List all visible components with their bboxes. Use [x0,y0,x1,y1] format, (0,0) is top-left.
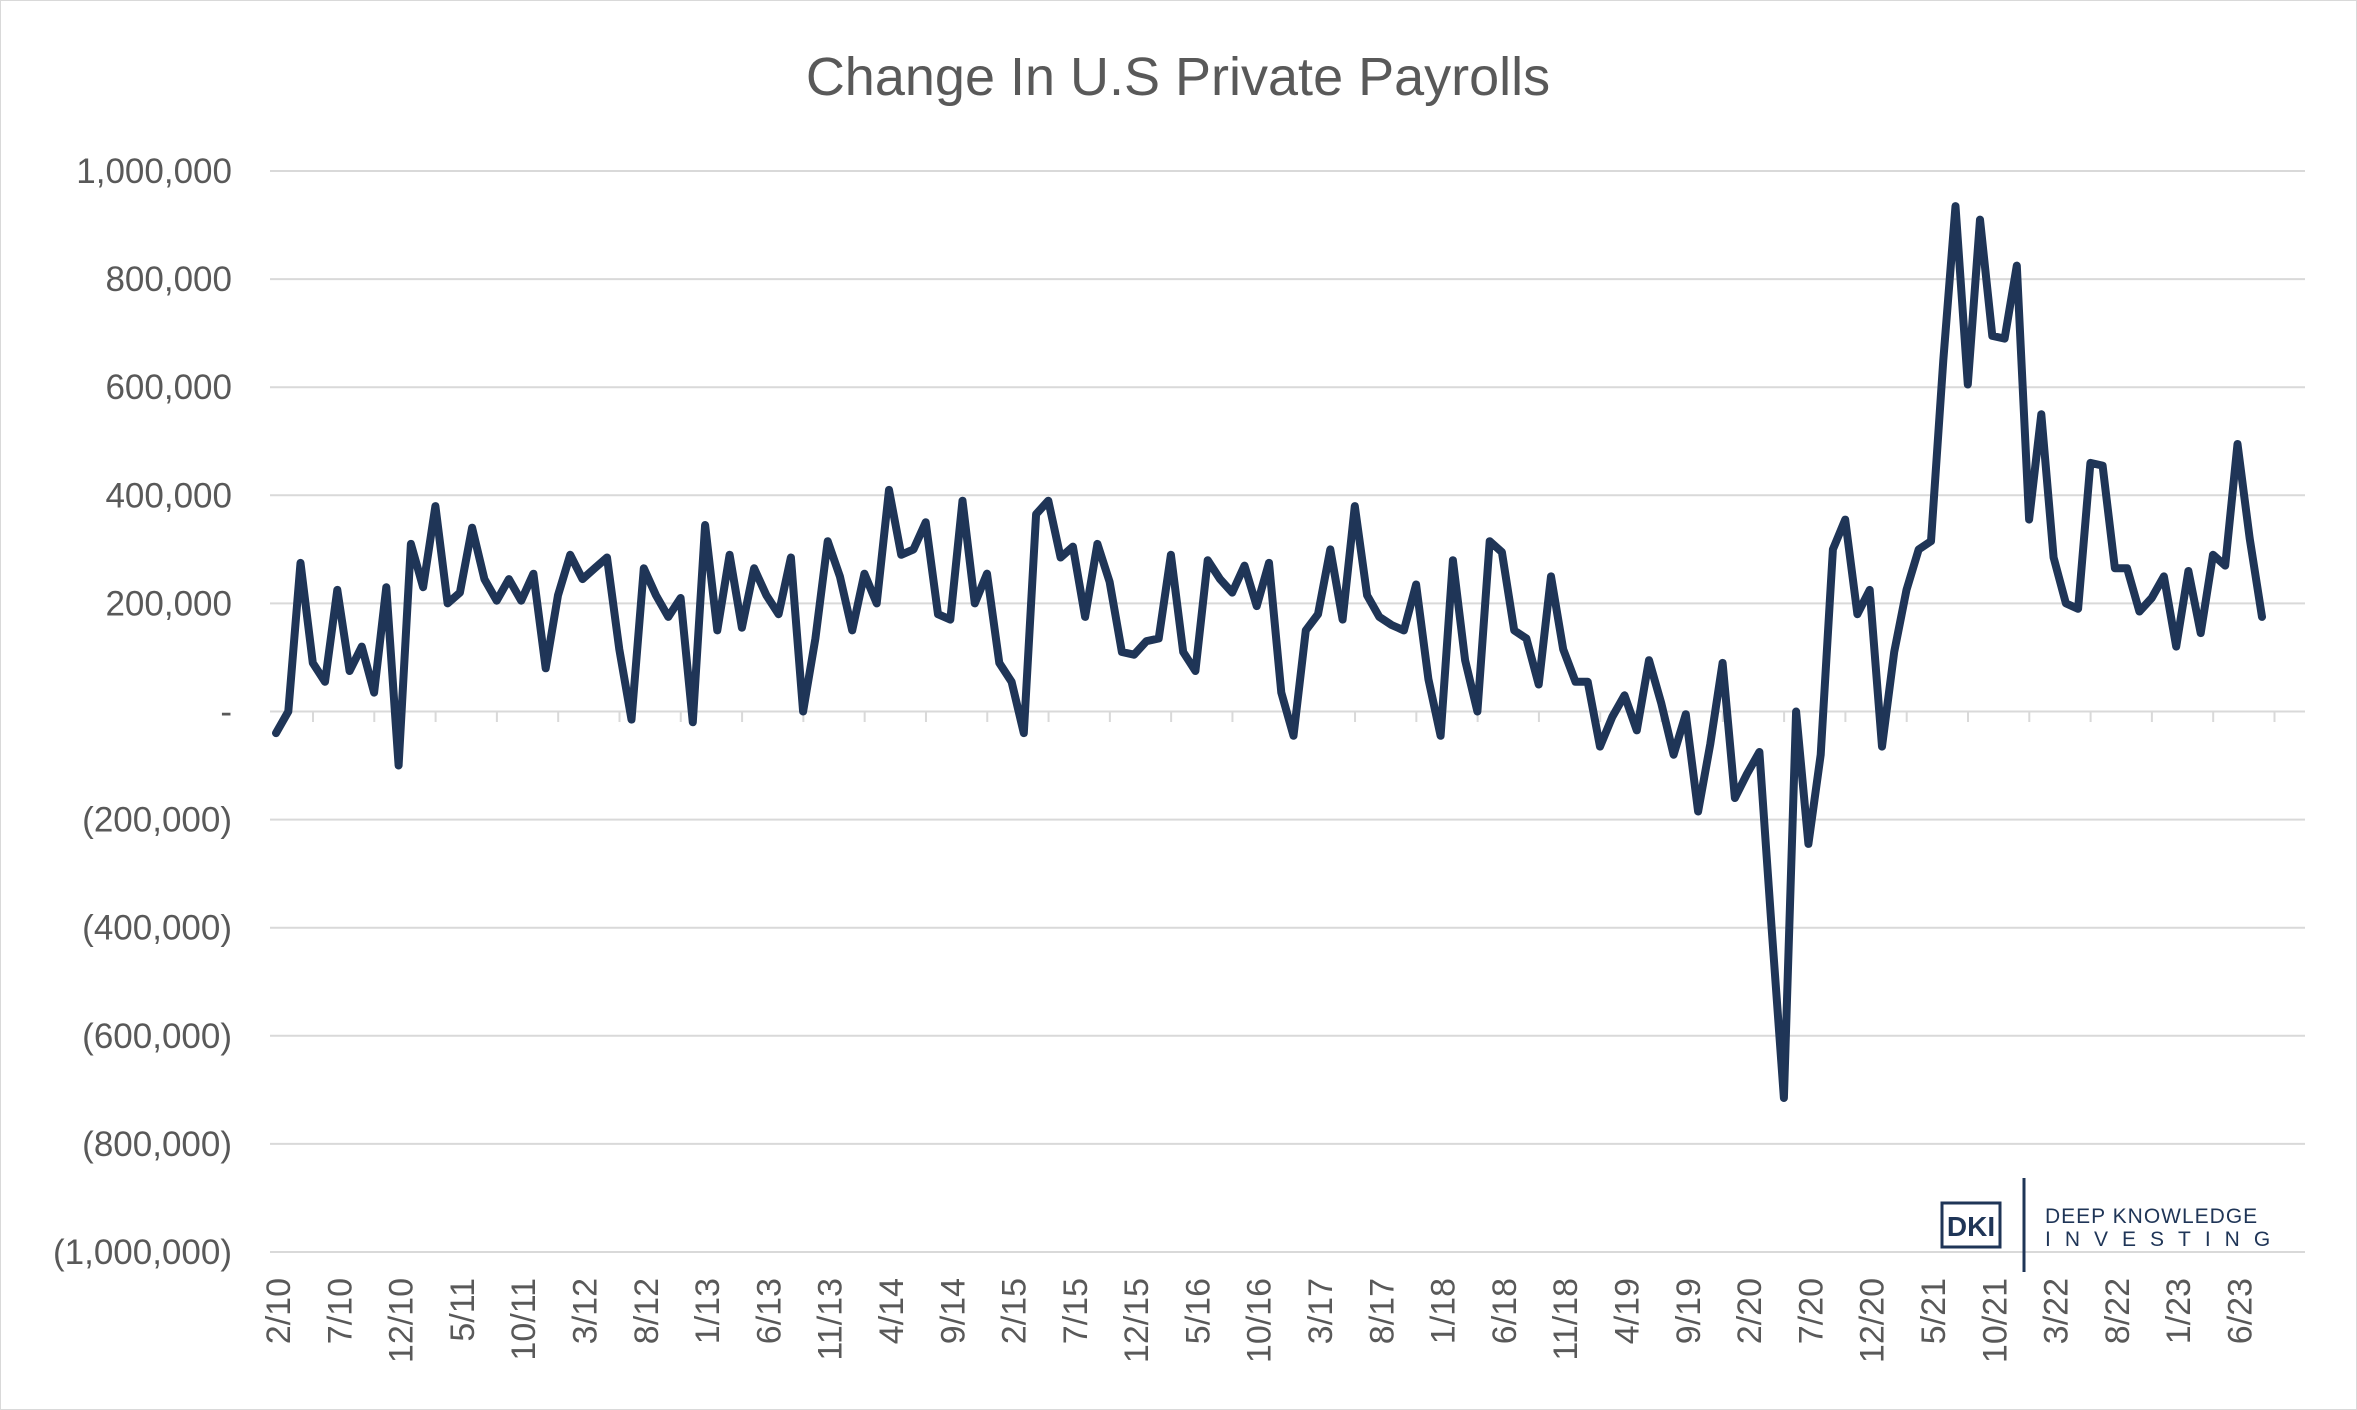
chart-title: Change In U.S Private Payrolls [806,47,1550,107]
series-layer [272,202,2266,1102]
x-tick-label: 1/23 [2160,1278,2198,1344]
logo-text-line2: INVESTING [2045,1228,2284,1251]
y-tick-label: 200,000 [105,584,232,623]
deep-knowledge-investing-logo: DKI DEEP KNOWLEDGE INVESTING [1940,1178,2284,1272]
x-tick-label: 11/18 [1547,1278,1585,1361]
x-tick-label: 9/14 [934,1278,972,1344]
x-tick-label: 4/19 [1609,1278,1647,1344]
y-axis-tick-labels: 1,000,000 800,000 600,000 400,000 200,000 - (2… [53,152,232,1272]
x-tick-label: 4/14 [873,1278,911,1344]
x-tick-label: 10/21 [1976,1278,2014,1363]
x-tick-label: 2/20 [1731,1278,1769,1344]
logo-mark: DKI [1947,1211,1995,1242]
y-tick-label: 600,000 [105,368,232,407]
x-tick-label: 2/10 [260,1278,298,1344]
x-tick-label: 8/12 [628,1278,666,1344]
y-tick-label: 400,000 [105,476,232,515]
x-tick-label: 12/15 [1118,1278,1156,1363]
x-tick-label: 7/15 [1057,1278,1095,1344]
x-tick-label: 5/11 [444,1278,482,1342]
x-tick-label: 5/16 [1179,1278,1217,1344]
x-tick-label: 8/17 [1363,1278,1401,1344]
x-tick-label: 1/13 [689,1278,727,1344]
x-tick-label: 6/13 [750,1278,788,1344]
y-tick-label: 1,000,000 [76,152,232,191]
y-tick-label: 800,000 [105,260,232,299]
x-tick-label: 11/13 [812,1278,850,1361]
x-tick-label: 8/22 [2099,1278,2137,1344]
x-tick-label: 7/10 [321,1278,359,1344]
x-tick-label: 2/15 [996,1278,1034,1344]
y-tick-label: (400,000) [82,909,232,948]
y-tick-label: (200,000) [82,801,232,840]
x-tick-label: 1/18 [1425,1278,1463,1344]
x-tick-label: 9/19 [1670,1278,1708,1344]
x-tick-label: 12/20 [1854,1278,1892,1363]
logo-text-line1: DEEP KNOWLEDGE [2045,1205,2258,1228]
x-tick-label: 12/10 [383,1278,421,1363]
y-tick-label: - [220,693,232,732]
x-tick-label: 6/23 [2221,1278,2259,1344]
x-tick-label: 3/17 [1302,1278,1340,1344]
x-tick-label: 7/20 [1792,1278,1830,1344]
y-tick-label: (1,000,000) [53,1233,232,1272]
logo-box [1940,1201,2002,1249]
series-line-private-payrolls [272,202,2266,1102]
x-tick-label: 10/16 [1241,1278,1279,1363]
y-tick-label: (800,000) [82,1125,232,1164]
x-tick-label: 3/12 [566,1278,604,1344]
x-tick-label: 6/18 [1486,1278,1524,1344]
x-tick-label: 10/11 [505,1278,543,1361]
gridlines [270,170,2305,1253]
x-tick-label: 5/21 [1915,1278,1953,1344]
x-tick-label: 3/22 [2038,1278,2076,1344]
y-tick-label: (600,000) [82,1017,232,1056]
x-axis-tick-labels: 2/10 7/10 12/10 5/11 10/11 3/12 8/12 1/13 6/13 11… [260,711,2276,1363]
